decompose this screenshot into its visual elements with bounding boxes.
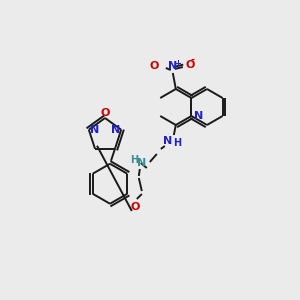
Text: N: N: [137, 158, 146, 168]
Text: +: +: [174, 58, 181, 68]
Text: O: O: [130, 202, 140, 212]
Text: N: N: [194, 111, 204, 121]
Text: N: N: [110, 125, 120, 135]
Text: H: H: [173, 138, 181, 148]
Text: O: O: [186, 60, 195, 70]
Text: -: -: [191, 55, 195, 65]
Text: N: N: [168, 61, 177, 71]
Text: N: N: [163, 136, 172, 146]
Text: O: O: [149, 61, 159, 71]
Text: N: N: [90, 125, 100, 135]
Text: O: O: [100, 108, 110, 118]
Text: H: H: [130, 155, 138, 165]
